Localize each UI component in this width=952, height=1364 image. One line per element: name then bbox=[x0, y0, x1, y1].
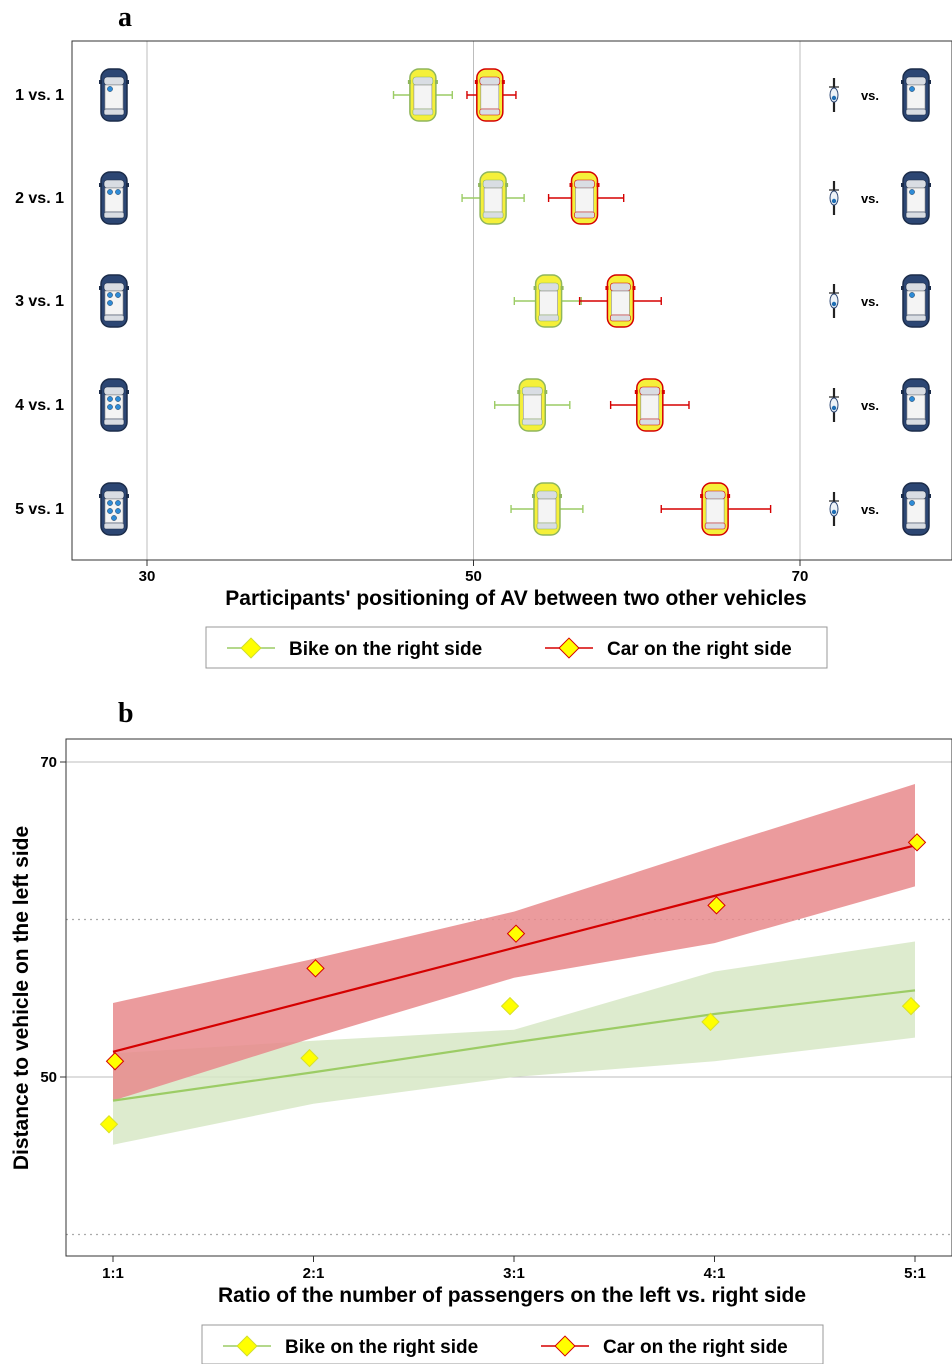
right-bike bbox=[829, 284, 839, 318]
panel-a-x-tick-label: 70 bbox=[792, 568, 809, 585]
av-car-bike bbox=[407, 68, 438, 122]
panel-a-legend-box bbox=[205, 626, 828, 669]
av-car-car bbox=[474, 68, 505, 122]
panel-b-legend: Bike on the right side Car on the right … bbox=[201, 1324, 824, 1364]
panel-b-confidence-bands bbox=[113, 784, 915, 1145]
panel-b: 50 70 1:1 2:1 3:1 4:1 5:1 Ratio of the number… bbox=[10, 738, 952, 1364]
panel-b-letter: b bbox=[118, 698, 134, 729]
legend-a-bike-label: Bike on the right side bbox=[289, 639, 482, 660]
legend-b-bike-swatch-marker bbox=[236, 1335, 258, 1357]
car-confidence-band bbox=[113, 784, 915, 1101]
right-bike bbox=[829, 388, 839, 422]
av-car-car bbox=[700, 482, 731, 536]
panel-b-plot-frame bbox=[65, 738, 952, 1257]
panel-a-row-label: 1 vs. 1 bbox=[15, 87, 64, 104]
right-vehicle-car bbox=[901, 378, 931, 432]
bike-fit-line bbox=[112, 989, 916, 1102]
bike-point bbox=[901, 996, 921, 1016]
legend-a-bike-swatch-marker bbox=[240, 637, 262, 659]
vs-label: vs. bbox=[861, 398, 879, 413]
av-car-bike bbox=[517, 378, 548, 432]
panel-a: 1 vs. 12 vs. 13 vs. 14 vs. 15 vs. 1 vs.v… bbox=[15, 40, 952, 669]
vs-label: vs. bbox=[861, 294, 879, 309]
av-car-car bbox=[605, 274, 636, 328]
av-car-bike bbox=[533, 274, 564, 328]
right-vehicle-car bbox=[901, 274, 931, 328]
car-point bbox=[506, 924, 526, 943]
panel-a-legend: Bike on the right side Car on the right … bbox=[205, 626, 828, 669]
left-vehicle-car bbox=[99, 378, 129, 432]
panel-a-x-tick-label: 50 bbox=[465, 568, 482, 585]
panel-b-x-ticks: 1:1 2:1 3:1 4:1 5:1 bbox=[102, 1256, 926, 1282]
panel-b-points bbox=[99, 833, 927, 1134]
right-vehicle-car bbox=[901, 171, 931, 225]
panel-a-row-labels: 1 vs. 1 2 vs. 1 3 vs. 1 4 vs. 1 5 vs. 1 bbox=[15, 87, 64, 518]
panel-b-x-tick-label: 3:1 bbox=[503, 1265, 525, 1282]
panel-a-x-axis-title: Participants' positioning of AV between … bbox=[225, 587, 806, 610]
right-bike bbox=[829, 492, 839, 526]
panel-a-plot-frame bbox=[71, 40, 952, 561]
legend-b-car-label: Car on the right side bbox=[603, 1337, 788, 1358]
car-point bbox=[907, 833, 927, 852]
legend-b-car-swatch-marker bbox=[554, 1335, 576, 1357]
legend-b-bike-label: Bike on the right side bbox=[285, 1337, 478, 1358]
av-car-car bbox=[634, 378, 665, 432]
panel-b-y-axis-title: Distance to vehicle on the left side bbox=[10, 826, 33, 1170]
panel-a-marks bbox=[392, 68, 772, 536]
panel-a-gridlines bbox=[146, 41, 801, 560]
vs-label: vs. bbox=[861, 191, 879, 206]
car-point bbox=[707, 896, 726, 915]
car-point bbox=[105, 1052, 125, 1071]
panel-a-row-label: 2 vs. 1 bbox=[15, 190, 64, 207]
panel-a-row-label: 3 vs. 1 bbox=[15, 293, 64, 310]
vs-label: vs. bbox=[861, 502, 879, 517]
panel-a-x-ticks: 30 50 70 bbox=[139, 560, 809, 585]
panel-b-y-ticks: 50 70 bbox=[40, 754, 66, 1086]
bike-point bbox=[500, 996, 520, 1016]
right-vehicle-car bbox=[901, 68, 931, 122]
panel-b-x-tick-label: 2:1 bbox=[303, 1265, 325, 1282]
left-vehicle-car bbox=[99, 482, 129, 536]
car-fit-line bbox=[112, 844, 916, 1053]
left-vehicle-car bbox=[99, 274, 129, 328]
right-vehicle-car bbox=[901, 482, 931, 536]
av-car-bike bbox=[531, 482, 562, 536]
panel-b-y-tick-label: 50 bbox=[40, 1069, 57, 1086]
panel-b-legend-box bbox=[201, 1324, 824, 1364]
panel-a-row-label: 5 vs. 1 bbox=[15, 501, 64, 518]
legend-a-car-swatch-marker bbox=[558, 637, 580, 659]
panel-b-x-tick-label: 5:1 bbox=[904, 1265, 926, 1282]
panel-a-x-tick-label: 30 bbox=[139, 568, 156, 585]
panel-a-right-pairs: vs. vs. vs. vs. vs. bbox=[829, 68, 931, 536]
panel-b-x-axis-title: Ratio of the number of passengers on the… bbox=[218, 1284, 806, 1307]
left-vehicle-car bbox=[99, 68, 129, 122]
av-car-bike bbox=[478, 171, 509, 225]
panel-a-row-label: 4 vs. 1 bbox=[15, 397, 64, 414]
panel-b-x-tick-label: 1:1 bbox=[102, 1265, 124, 1282]
car-point bbox=[306, 959, 325, 978]
right-bike bbox=[829, 181, 839, 215]
panel-b-x-tick-label: 4:1 bbox=[704, 1265, 726, 1282]
panel-a-left-vehicles bbox=[99, 68, 129, 536]
panel-a-letter: a bbox=[118, 2, 132, 33]
right-bike bbox=[829, 78, 839, 112]
left-vehicle-car bbox=[99, 171, 129, 225]
bike-point bbox=[99, 1115, 119, 1134]
bike-point bbox=[701, 1012, 720, 1032]
vs-label: vs. bbox=[861, 88, 879, 103]
panel-b-y-tick-label: 70 bbox=[40, 754, 57, 771]
av-car-car bbox=[569, 171, 600, 225]
bike-point bbox=[300, 1048, 319, 1068]
legend-a-car-label: Car on the right side bbox=[607, 639, 792, 660]
panel-b-fit-lines bbox=[112, 844, 916, 1102]
